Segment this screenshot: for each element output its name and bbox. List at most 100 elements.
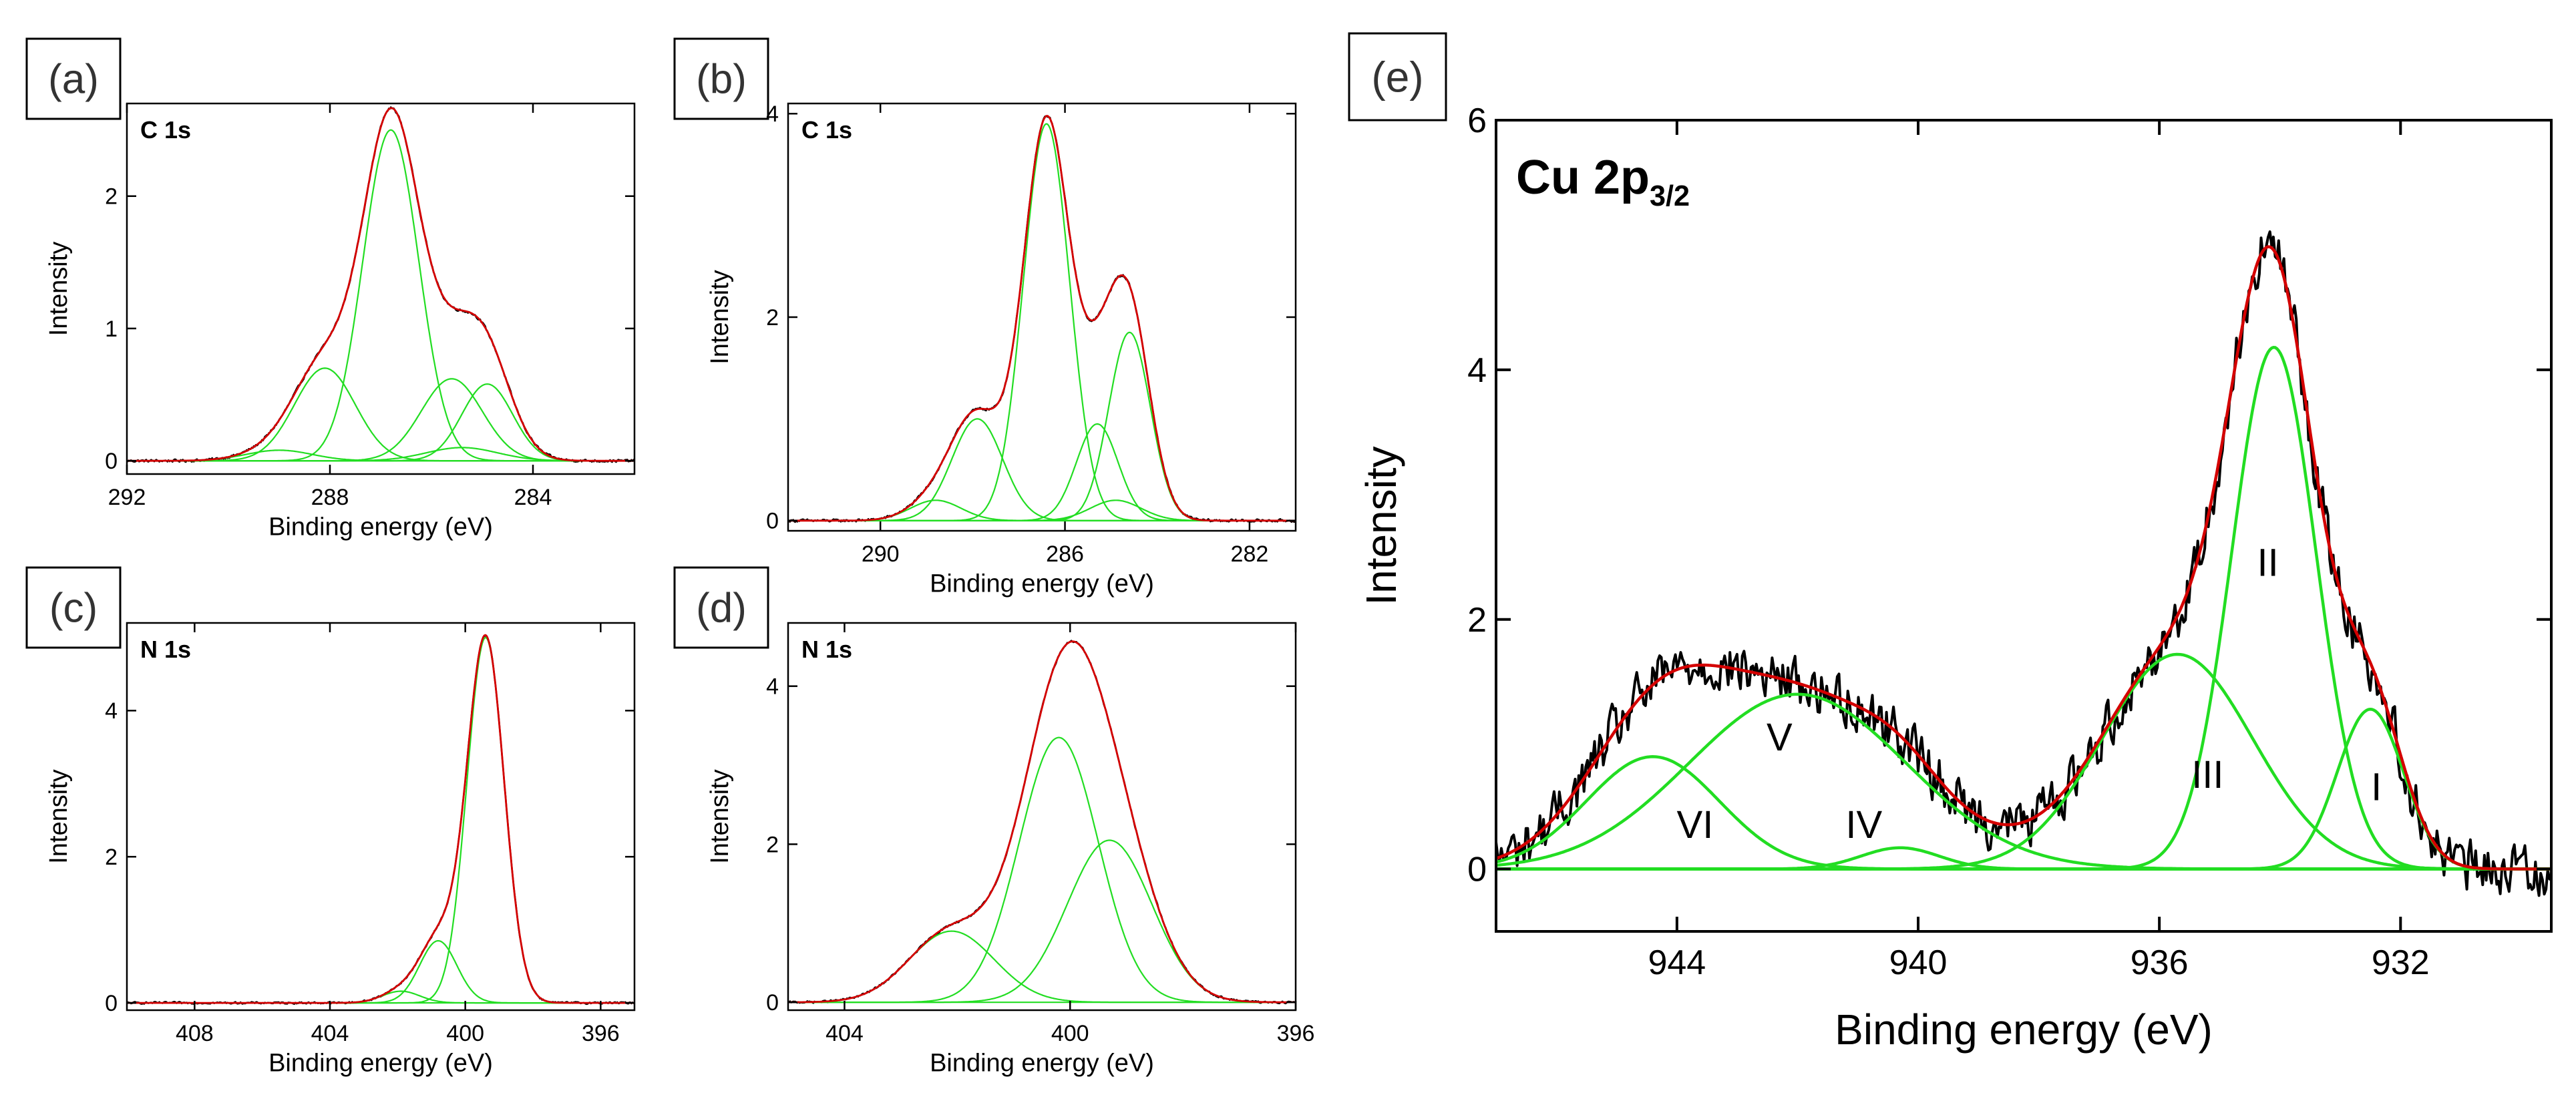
measured-spectrum-line xyxy=(788,640,1296,1005)
y-tick-label: 0 xyxy=(105,449,118,474)
x-tick-label: 396 xyxy=(1277,1021,1315,1046)
y-axis-label: Intensity xyxy=(706,769,734,864)
curves xyxy=(788,640,1296,1005)
plot-frame xyxy=(787,622,1297,1012)
panel-b: (b) 290 286 282 0 2 4 Binding energy (eV) Intens… xyxy=(673,37,1297,598)
x-tick-label: 292 xyxy=(108,485,146,510)
component-label: I xyxy=(2371,766,2382,809)
x-tick-label: 404 xyxy=(825,1021,864,1046)
y-tick-label: 4 xyxy=(1467,351,1487,390)
component-label: II xyxy=(2257,541,2279,584)
y-tick-label: 2 xyxy=(105,184,118,210)
plot-frame xyxy=(1495,119,2553,933)
plot-frame xyxy=(126,622,636,1012)
panel-label: (c) xyxy=(49,586,98,632)
y-tick-label: 0 xyxy=(766,990,779,1016)
x-tick-label: 932 xyxy=(2372,943,2430,982)
x-axis-label: Binding energy (eV) xyxy=(930,1049,1154,1077)
curves xyxy=(1496,230,2551,897)
plot-frame xyxy=(787,102,1297,532)
component-peak-3 xyxy=(127,129,634,462)
panel-label-box xyxy=(673,37,769,120)
plot-frame xyxy=(126,102,636,475)
component-peak-3 xyxy=(788,123,1296,521)
y-axis-label: Intensity xyxy=(45,769,73,864)
curves xyxy=(127,634,634,1006)
y-axis-label: Intensity xyxy=(45,242,73,337)
panel-a: (a) 292 288 284 0 1 2 Binding energy (eV) Intens… xyxy=(25,37,636,541)
measured-spectrum-line xyxy=(127,106,634,463)
panel-label-box xyxy=(1348,32,1447,122)
component-peak-3 xyxy=(788,839,1296,1004)
chart-title-subscript: 3/2 xyxy=(1650,180,1690,212)
panel-e: (e) 944 940 936 932 0 2 4 6 Binding energy (eV) In… xyxy=(1348,32,2553,1054)
envelope-fit-line xyxy=(788,640,1296,1004)
y-axis-label: Intensity xyxy=(1357,446,1405,605)
x-axis-label: Binding energy (eV) xyxy=(1835,1006,2213,1054)
panel-c: (c) 408 404 400 396 0 2 4 Binding energy (eV) Int… xyxy=(25,566,636,1077)
panel-label: (e) xyxy=(1371,53,1423,101)
measured-spectrum-line xyxy=(788,115,1296,523)
component-peak-2 xyxy=(788,418,1296,521)
component-peak-1 xyxy=(788,930,1296,1004)
x-tick-label: 404 xyxy=(311,1021,349,1046)
y-tick-label: 1 xyxy=(105,316,118,342)
y-tick-label: 0 xyxy=(1467,851,1487,889)
chart-title: Cu 2p3/2 xyxy=(1516,151,1690,212)
y-axis-label: Intensity xyxy=(706,270,734,365)
component-peak-4 xyxy=(1496,652,2551,871)
component-label: VI xyxy=(1677,803,1714,847)
x-tick-label: 400 xyxy=(1051,1021,1089,1046)
panel-label: (d) xyxy=(696,586,747,632)
panel-label: (b) xyxy=(696,57,747,103)
x-tick-label: 396 xyxy=(582,1021,620,1046)
x-tick-label: 286 xyxy=(1046,541,1084,567)
component-peak-6 xyxy=(788,331,1296,521)
chart-title: N 1s xyxy=(801,636,852,663)
chart-title: C 1s xyxy=(801,116,852,144)
curves xyxy=(788,115,1296,523)
component-peak-6 xyxy=(127,383,634,462)
x-tick-label: 408 xyxy=(176,1021,214,1046)
y-tick-label: 0 xyxy=(766,509,779,534)
x-tick-label: 940 xyxy=(1889,943,1948,982)
y-tick-label: 4 xyxy=(766,101,779,127)
panel-label: (a) xyxy=(48,57,99,103)
component-peak-2 xyxy=(127,939,634,1004)
y-tick-label: 4 xyxy=(766,674,779,700)
x-tick-label: 288 xyxy=(311,485,349,510)
component-peak-3 xyxy=(127,636,634,1004)
x-tick-label: 936 xyxy=(2131,943,2189,982)
panel-label-box xyxy=(25,37,122,120)
chart-title: N 1s xyxy=(140,636,191,663)
curves xyxy=(127,106,634,463)
x-axis-label: Binding energy (eV) xyxy=(268,513,493,541)
component-peak-5 xyxy=(1496,346,2551,871)
envelope-fit-line xyxy=(127,634,634,1004)
component-peak-6 xyxy=(1496,708,2551,871)
component-label: III xyxy=(2191,753,2223,797)
x-tick-label: 400 xyxy=(446,1021,484,1046)
component-peak-4 xyxy=(788,423,1296,521)
envelope-fit-line xyxy=(1496,245,2551,871)
y-tick-label: 2 xyxy=(766,305,779,330)
x-tick-label: 290 xyxy=(862,541,900,567)
panel-label-box xyxy=(673,566,769,649)
measured-spectrum-line xyxy=(127,634,634,1006)
x-axis-label: Binding energy (eV) xyxy=(930,570,1154,598)
envelope-fit-line xyxy=(788,115,1296,522)
y-tick-label: 4 xyxy=(105,698,118,724)
x-tick-label: 282 xyxy=(1231,541,1269,567)
x-tick-label: 284 xyxy=(514,485,552,510)
component-peak-2 xyxy=(788,736,1296,1004)
chart-title: C 1s xyxy=(140,116,191,144)
component-label: V xyxy=(1767,716,1793,759)
x-tick-label: 944 xyxy=(1648,943,1706,982)
component-peak-4 xyxy=(127,378,634,462)
y-tick-label: 2 xyxy=(1467,601,1487,640)
y-tick-label: 2 xyxy=(105,845,118,870)
y-tick-label: 6 xyxy=(1467,101,1487,140)
x-axis-label: Binding energy (eV) xyxy=(268,1049,493,1077)
component-label: IV xyxy=(1845,803,1882,847)
